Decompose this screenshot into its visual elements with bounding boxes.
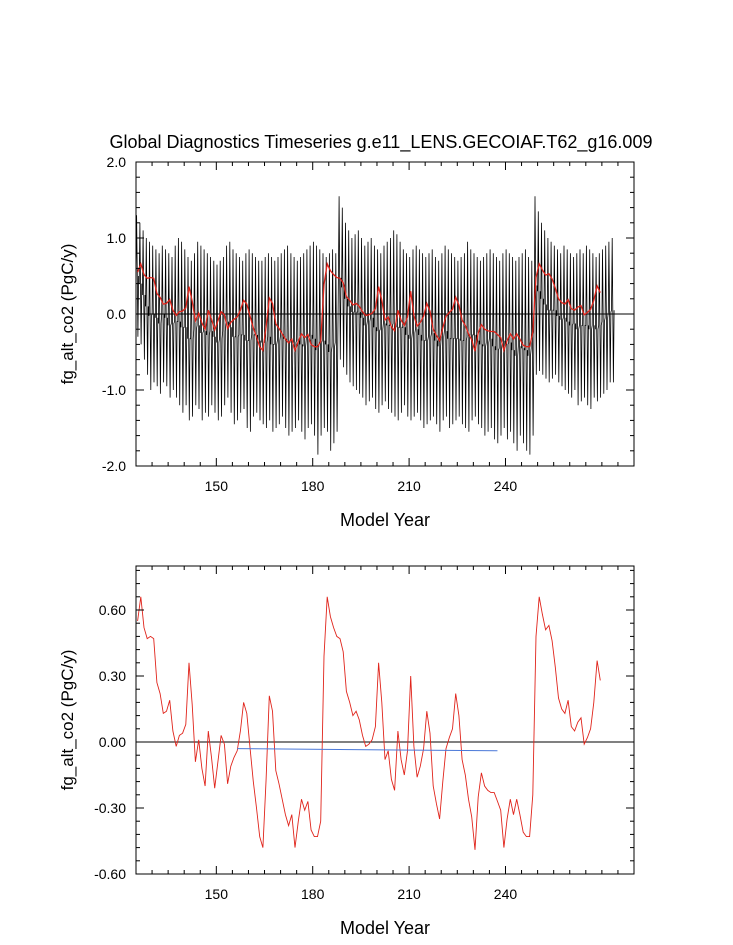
- lower-y-tick-label: 0.30: [99, 668, 126, 684]
- upper-x-tick-label: 150: [205, 478, 229, 494]
- upper-annual-mean-line: [136, 261, 601, 353]
- lower-x-tick-label: 180: [301, 886, 325, 902]
- upper-monthly-series-line: [135, 196, 615, 455]
- upper-x-tick-label: 180: [301, 478, 325, 494]
- lower-x-tick-label: 240: [494, 886, 518, 902]
- lower-x-tick-label: 210: [397, 886, 421, 902]
- lower-plot-frame: [135, 565, 635, 875]
- lower-y-tick-label: -0.60: [94, 866, 126, 882]
- upper-y-axis-label: fg_alt_co2 (PgC/y): [58, 244, 77, 385]
- upper-x-tick-label: 240: [494, 478, 518, 494]
- figure-title: Global Diagnostics Timeseries g.e11_LENS…: [110, 132, 653, 153]
- lower-x-axis-label: Model Year: [340, 918, 430, 938]
- upper-y-tick-label: -2.0: [102, 458, 126, 474]
- lower-panel: 150 180 210 240 -0.60 -0.30 0.00 0.30 0.60 Model …: [58, 565, 635, 938]
- upper-y-tick-label: 2.0: [107, 154, 127, 170]
- upper-y-tick-label: -1.0: [102, 382, 126, 398]
- lower-trend-line: [237, 748, 498, 752]
- lower-annual-mean-line: [137, 596, 601, 850]
- upper-y-tick-label: 1.0: [107, 230, 127, 246]
- lower-y-tick-label: -0.30: [94, 800, 126, 816]
- upper-panel: 150 180 210 240 -2.0 -1.0 0.0 1.0 2.0 Model Year f…: [58, 154, 635, 530]
- lower-y-axis-label: fg_alt_co2 (PgC/y): [58, 650, 77, 791]
- upper-x-axis-label: Model Year: [340, 510, 430, 530]
- lower-x-tick-label: 150: [205, 886, 229, 902]
- upper-x-tick-label: 210: [397, 478, 421, 494]
- lower-y-tick-label: 0.00: [99, 734, 126, 750]
- lower-y-tick-label: 0.60: [99, 602, 126, 618]
- upper-y-tick-label: 0.0: [107, 306, 127, 322]
